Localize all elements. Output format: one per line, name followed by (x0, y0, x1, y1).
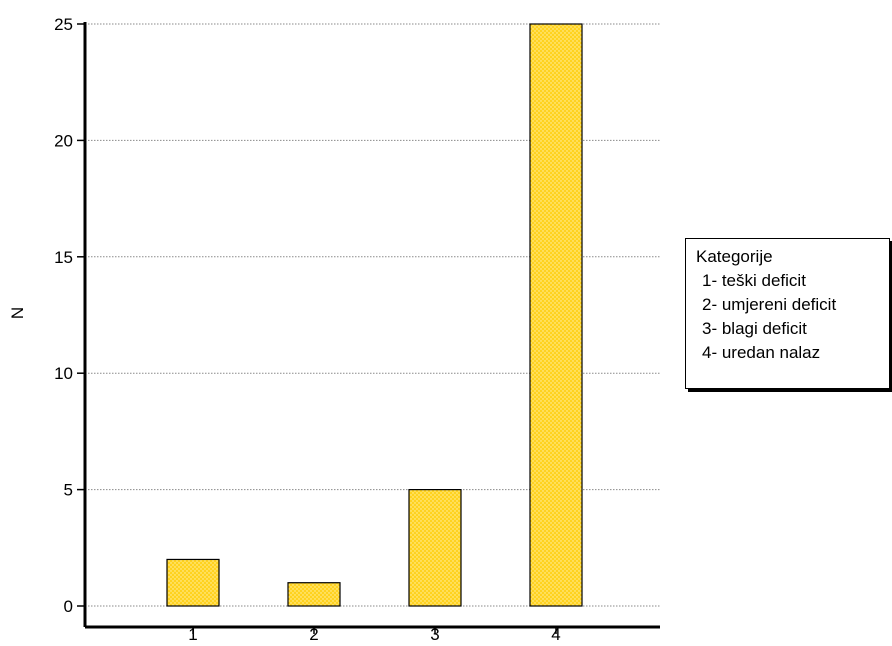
x-tick-label: 2 (309, 625, 318, 644)
legend-entry: 2- umjereni deficit (702, 295, 837, 314)
bar-3 (408, 489, 462, 607)
x-ticks: 1 2 3 4 (188, 625, 560, 644)
x-tick-label: 4 (551, 625, 560, 644)
y-tick-label: 5 (64, 481, 73, 500)
y-tick-label: 20 (54, 131, 73, 150)
axes (83, 22, 660, 629)
legend-title: Kategorije (696, 247, 773, 266)
y-axis-title: N (8, 307, 27, 319)
legend-entry: 4- uredan nalaz (702, 343, 821, 362)
bars (166, 23, 583, 607)
y-tick-label: 10 (54, 364, 73, 383)
y-tick-label: 15 (54, 248, 73, 267)
x-tick-label: 3 (430, 625, 439, 644)
bar-2 (287, 582, 341, 607)
legend-entry: 1- teški deficit (702, 271, 806, 290)
x-tick-label: 1 (188, 625, 197, 644)
bar-4 (529, 23, 583, 607)
y-ticks: 0 5 10 15 20 25 (54, 15, 85, 616)
legend-entry: 3- blagi deficit (702, 319, 807, 338)
y-tick-label: 0 (64, 597, 73, 616)
bar-1 (166, 558, 220, 607)
legend: Kategorije 1- teški deficit 2- umjereni … (685, 238, 890, 389)
y-tick-label: 25 (54, 15, 73, 34)
